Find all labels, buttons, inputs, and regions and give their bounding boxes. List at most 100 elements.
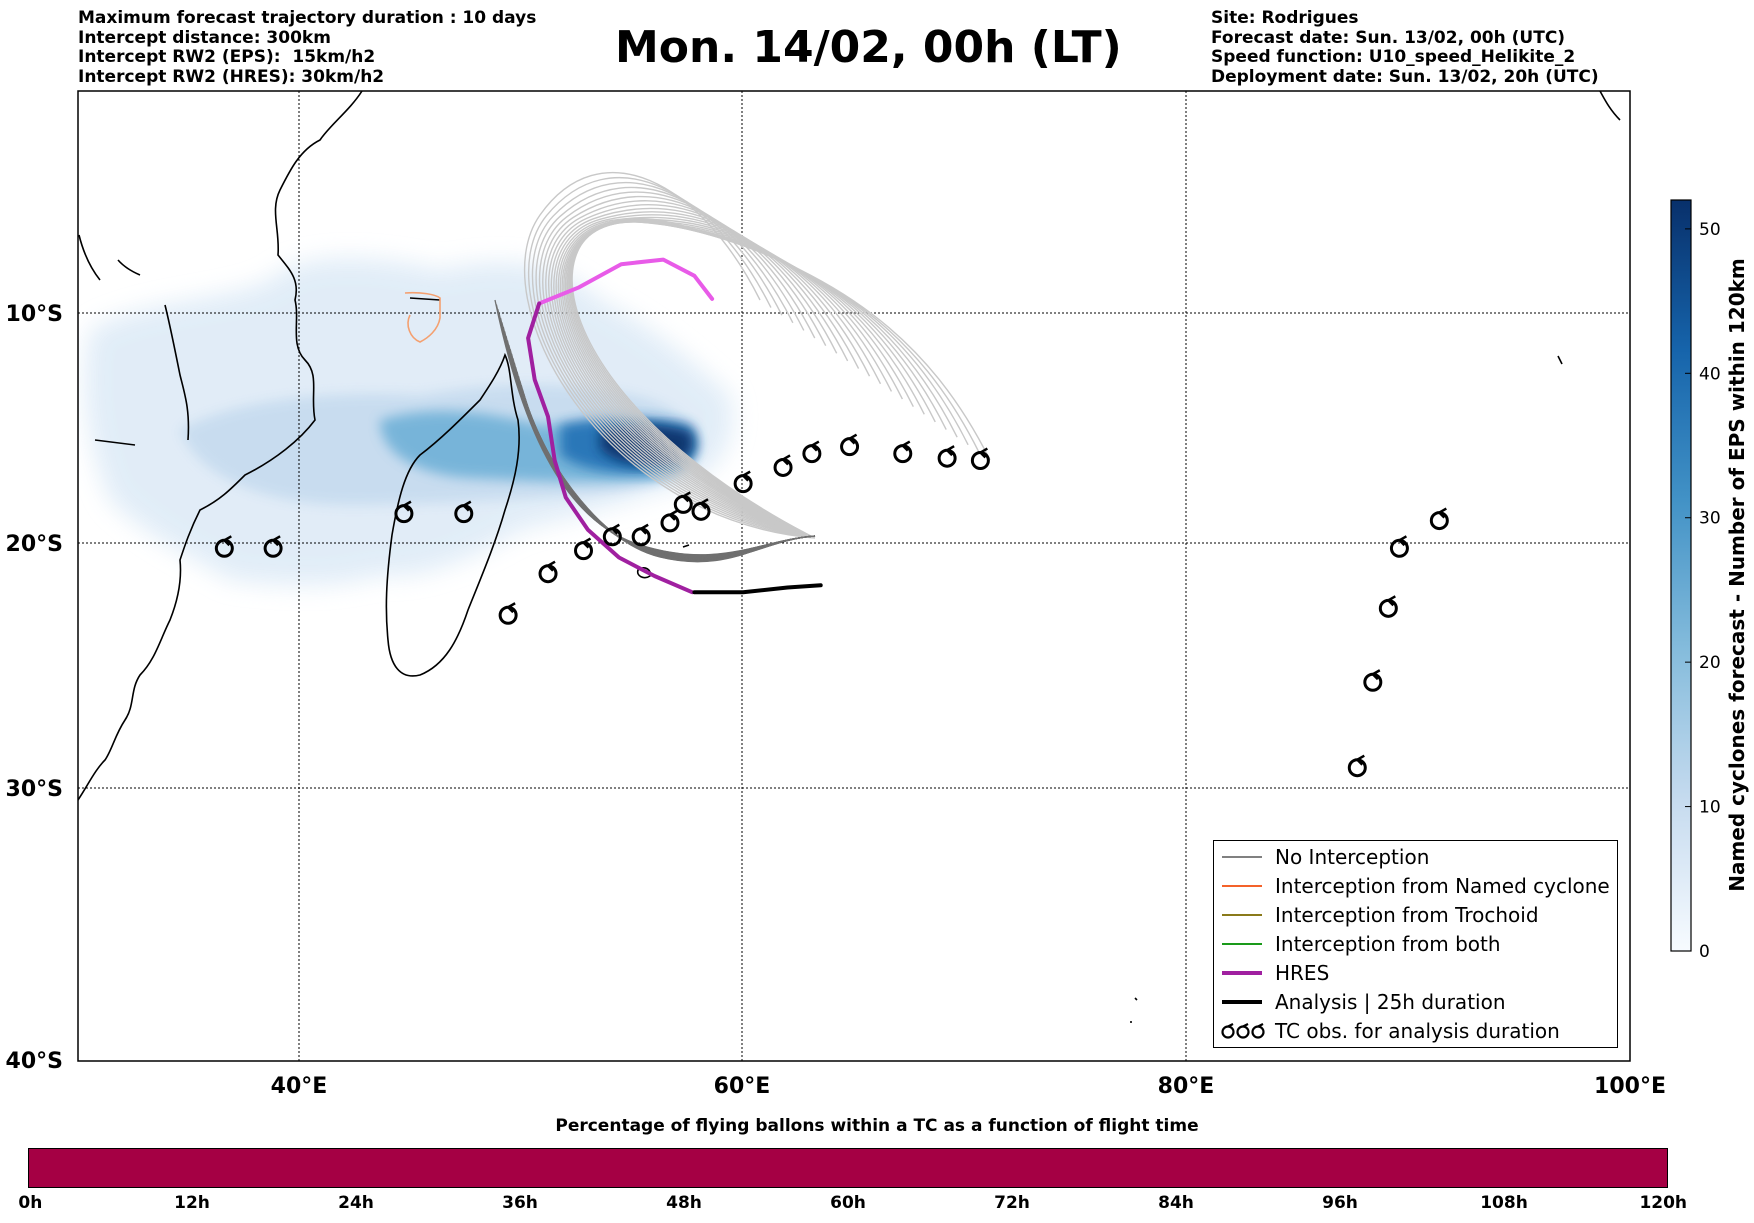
time-tick-label: 84h — [1158, 1193, 1194, 1213]
tc-observation-marker — [802, 440, 822, 464]
tc-observation-marker — [1347, 754, 1367, 778]
flight-time-bar — [28, 1148, 1668, 1188]
legend-item-tc-obs: TC obs. for analysis duration — [1214, 1018, 1617, 1044]
hres-forecast-track — [537, 257, 715, 306]
header-left-line-1: Maximum forecast trajectory duration : 1… — [78, 8, 537, 28]
tc-observation-marker — [1389, 535, 1409, 558]
legend-label: Analysis | 25h duration — [1275, 990, 1506, 1014]
lon-tick-60e: 60°E — [714, 1074, 771, 1099]
ensemble-track-forecast — [559, 218, 893, 536]
tc-observation-marker — [893, 440, 913, 464]
named-cyclone-interception-track — [404, 291, 441, 343]
time-tick-label: 96h — [1322, 1193, 1358, 1213]
tc-observation-marker — [574, 537, 594, 561]
legend-item-named-cyclone: Interception from Named cyclone — [1214, 873, 1617, 899]
legend-item-both: Interception from both — [1214, 931, 1617, 957]
time-tick-label: 120h — [1639, 1193, 1688, 1213]
legend-swatch — [1222, 856, 1262, 858]
tc-observation-marker — [1429, 507, 1449, 531]
lon-tick-100e: 100°E — [1594, 1074, 1666, 1099]
colorbar-tick-label: 0 — [1699, 942, 1710, 962]
lon-tick-labels: 40°E 60°E 80°E 100°E — [271, 1074, 1666, 1099]
lat-tick-20s: 20°S — [6, 532, 63, 557]
tc-observation-marker — [454, 500, 474, 524]
header-right-info: Site: Rodrigues Forecast date: Sun. 13/02… — [1211, 8, 1599, 87]
ensemble-trajectories — [494, 172, 991, 563]
tc-observation-marker — [498, 602, 518, 625]
tc-observation-marker — [631, 523, 651, 547]
tc-observation-marker — [214, 535, 234, 558]
ensemble-track-forecast — [570, 219, 980, 533]
colorbar-tick-label: 10 — [1699, 798, 1721, 818]
header-right-line-4: Deployment date: Sun. 13/02, 20h (UTC) — [1211, 66, 1599, 87]
colorbar-tick-label: 30 — [1699, 509, 1721, 529]
colorbar — [1670, 199, 1692, 952]
tc-observation-marker — [937, 445, 957, 468]
ensemble-track-forecast — [557, 216, 882, 536]
tc-observation-marker — [538, 560, 558, 584]
legend-label: No Interception — [1275, 845, 1430, 869]
time-tick-label: 12h — [174, 1193, 210, 1213]
hres-track — [526, 301, 695, 595]
time-tick-label: 0h — [18, 1193, 43, 1213]
legend: No Interception Interception from Named … — [1213, 840, 1618, 1048]
tc-observation-marker — [691, 498, 711, 521]
legend-label: HRES — [1275, 961, 1330, 985]
lat-tick-10s: 10°S — [6, 302, 63, 327]
header-right-line-3: Speed function: U10_speed_Helikite_2 — [1211, 47, 1576, 67]
time-tick-label: 36h — [502, 1193, 538, 1213]
time-tick-label: 72h — [994, 1193, 1030, 1213]
colorbar-label: Named cyclones forecast - Number of EPS … — [1725, 258, 1749, 892]
legend-label: TC obs. for analysis duration — [1275, 1019, 1560, 1043]
header-right-line-1: Site: Rodrigues — [1211, 8, 1359, 28]
lon-tick-40e: 40°E — [271, 1074, 328, 1099]
tc-observation-marker — [970, 447, 990, 471]
hres-and-analysis-tracks — [526, 257, 823, 595]
tc-observation-marker — [673, 491, 693, 514]
map-frame — [77, 90, 1631, 1062]
tc-observation-marker — [840, 433, 860, 457]
ensemble-track-forecast — [571, 217, 991, 533]
legend-swatch — [1222, 1000, 1262, 1004]
header-left-line-3: Intercept RW2 (EPS): 15km/h2 — [78, 47, 376, 67]
tc-observation-marker — [773, 454, 793, 477]
tc-obs-legend-icon — [1221, 1023, 1265, 1039]
ensemble-track-forecast — [569, 219, 969, 534]
main-title: Mon. 14/02, 00h (LT) — [615, 22, 1122, 73]
colorbar-tick-label: 50 — [1699, 220, 1721, 240]
legend-label: Interception from Named cyclone — [1275, 874, 1610, 898]
header-right-line-2: Forecast date: Sun. 13/02, 00h (UTC) — [1211, 27, 1566, 48]
time-tick-label: 60h — [830, 1193, 866, 1213]
time-tick-label: 48h — [666, 1193, 702, 1213]
colorbar-tick-label: 20 — [1699, 653, 1721, 673]
legend-label: Interception from both — [1275, 932, 1501, 956]
legend-swatch — [1222, 885, 1262, 887]
tc-observation-marker — [733, 470, 753, 494]
tc-observation-marker — [660, 509, 680, 533]
tc-observation-markers — [214, 433, 1449, 778]
time-tick-label: 108h — [1480, 1193, 1528, 1213]
tc-observation-marker — [1363, 669, 1383, 692]
coastlines — [78, 91, 1621, 1023]
lat-tick-30s: 30°S — [6, 777, 63, 802]
header-left-line-2: Intercept distance: 300km — [78, 27, 331, 48]
tc-observation-marker — [394, 500, 414, 524]
time-tick-label: 24h — [338, 1193, 374, 1213]
flight-time-bar-fill — [29, 1149, 1667, 1187]
lat-tick-labels: 10°S 20°S 30°S 40°S — [6, 302, 63, 1074]
lat-tick-40s: 40°S — [6, 1049, 63, 1074]
header-left-line-4: Intercept RW2 (HRES): 30km/h2 — [78, 66, 385, 87]
header-left-info: Maximum forecast trajectory duration : 1… — [78, 8, 537, 87]
colorbar-tick-label: 40 — [1699, 364, 1721, 384]
legend-label: Interception from Trochoid — [1275, 903, 1539, 927]
legend-swatch — [1222, 943, 1262, 945]
ensemble-track-forecast — [555, 214, 871, 536]
legend-swatch — [1222, 971, 1262, 975]
tc-observation-marker — [1378, 595, 1398, 618]
legend-item-trochoid: Interception from Trochoid — [1214, 902, 1617, 928]
lon-tick-80e: 80°E — [1158, 1074, 1215, 1099]
tc-observation-marker — [602, 523, 622, 547]
legend-item-analysis: Analysis | 25h duration — [1214, 989, 1617, 1015]
legend-item-no-interception: No Interception — [1214, 844, 1617, 870]
